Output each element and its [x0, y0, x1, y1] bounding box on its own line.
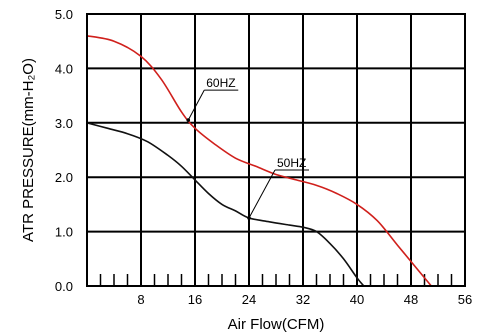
- annotations: 60HZ 50HZ: [186, 76, 309, 220]
- annotation-leader: [187, 89, 205, 121]
- curves: [86, 35, 432, 287]
- y-tick-label: 4.0: [55, 61, 73, 76]
- x-tick-label: 8: [137, 292, 144, 307]
- minor-ticks: [99, 274, 453, 286]
- plot-frame: [86, 13, 466, 287]
- annotation-point: [186, 118, 191, 122]
- tick-labels: 8 16 24 32 40 48 56 0.0 1.0 2.0 3.0 4.0 5.0: [55, 7, 472, 307]
- annotation-label: 50HZ: [277, 156, 306, 170]
- annotation-point: [247, 216, 251, 220]
- series-line-50hz: [86, 122, 365, 287]
- x-tick-label: 56: [458, 292, 472, 307]
- series-line-60hz: [86, 35, 432, 287]
- y-tick-label: 1.0: [55, 225, 73, 240]
- x-tick-label: 16: [188, 292, 202, 307]
- x-tick-label: 48: [404, 292, 418, 307]
- y-tick-label: 3.0: [55, 116, 73, 131]
- x-tick-label: 32: [296, 292, 310, 307]
- grid: [87, 14, 465, 286]
- annotation-leader: [248, 169, 276, 219]
- annotation-label: 60HZ: [206, 76, 235, 90]
- y-axis-label: ATR PRESSURE(mm-H₂O): [20, 58, 37, 242]
- x-tick-label: 24: [242, 292, 256, 307]
- x-tick-label: 40: [350, 292, 364, 307]
- y-tick-label: 0.0: [55, 279, 73, 294]
- x-axis-label: Air Flow(CFM): [228, 316, 325, 333]
- y-tick-label: 2.0: [55, 170, 73, 185]
- y-tick-label: 5.0: [55, 7, 73, 22]
